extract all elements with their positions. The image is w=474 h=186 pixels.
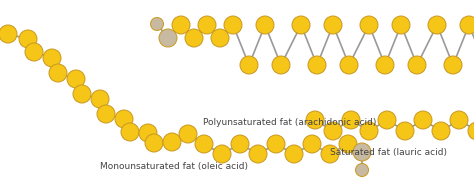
Circle shape xyxy=(303,135,321,153)
Circle shape xyxy=(321,145,339,163)
Circle shape xyxy=(308,56,326,74)
Text: Monounsaturated fat (oleic acid): Monounsaturated fat (oleic acid) xyxy=(100,162,248,171)
Circle shape xyxy=(97,105,115,123)
Circle shape xyxy=(256,16,274,34)
Circle shape xyxy=(19,30,37,48)
Circle shape xyxy=(249,145,267,163)
Circle shape xyxy=(49,64,67,82)
Circle shape xyxy=(353,143,371,161)
Circle shape xyxy=(392,16,410,34)
Circle shape xyxy=(231,135,249,153)
Circle shape xyxy=(444,56,462,74)
Circle shape xyxy=(198,16,216,34)
Circle shape xyxy=(0,25,17,43)
Circle shape xyxy=(468,122,474,140)
Circle shape xyxy=(460,16,474,34)
Circle shape xyxy=(43,49,61,67)
Circle shape xyxy=(272,56,290,74)
Circle shape xyxy=(339,135,357,153)
Circle shape xyxy=(163,133,181,151)
Circle shape xyxy=(324,16,342,34)
Text: Polyunsaturated fat (arachidonic acid): Polyunsaturated fat (arachidonic acid) xyxy=(203,118,377,127)
Circle shape xyxy=(450,111,468,129)
Circle shape xyxy=(285,145,303,163)
Text: Saturated fat (lauric acid): Saturated fat (lauric acid) xyxy=(330,148,447,157)
Circle shape xyxy=(356,163,368,177)
Circle shape xyxy=(414,111,432,129)
Circle shape xyxy=(195,135,213,153)
Circle shape xyxy=(172,16,190,34)
Circle shape xyxy=(378,111,396,129)
Circle shape xyxy=(121,123,139,141)
Circle shape xyxy=(428,16,446,34)
Circle shape xyxy=(73,85,91,103)
Circle shape xyxy=(240,56,258,74)
Circle shape xyxy=(360,122,378,140)
Circle shape xyxy=(224,16,242,34)
Circle shape xyxy=(340,56,358,74)
Circle shape xyxy=(179,125,197,143)
Circle shape xyxy=(396,122,414,140)
Circle shape xyxy=(292,16,310,34)
Circle shape xyxy=(408,56,426,74)
Circle shape xyxy=(151,17,164,31)
Circle shape xyxy=(159,29,177,47)
Circle shape xyxy=(324,122,342,140)
Circle shape xyxy=(211,29,229,47)
Circle shape xyxy=(139,124,157,142)
Circle shape xyxy=(185,29,203,47)
Circle shape xyxy=(213,145,231,163)
Circle shape xyxy=(306,111,324,129)
Circle shape xyxy=(342,111,360,129)
Circle shape xyxy=(360,16,378,34)
Circle shape xyxy=(25,43,43,61)
Circle shape xyxy=(267,135,285,153)
Circle shape xyxy=(145,134,163,152)
Circle shape xyxy=(432,122,450,140)
Circle shape xyxy=(115,110,133,128)
Circle shape xyxy=(376,56,394,74)
Circle shape xyxy=(67,70,85,88)
Circle shape xyxy=(91,90,109,108)
